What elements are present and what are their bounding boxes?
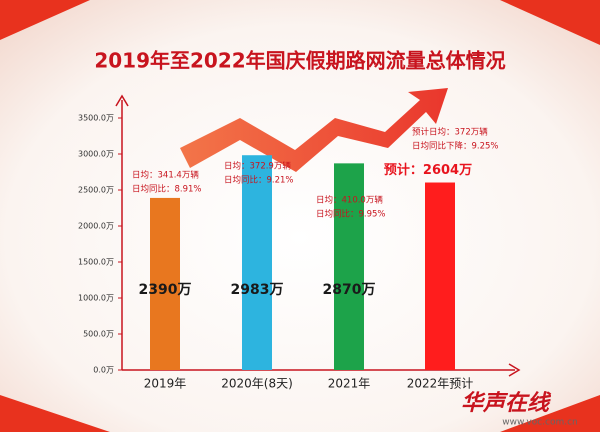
y-tick-label: 1000.0万	[78, 294, 114, 303]
value-label: 2983万	[231, 282, 284, 298]
annotation: 日均同比：8.91%	[132, 184, 202, 195]
annotation: 日均同比：9.21%	[224, 175, 294, 186]
y-tick-label: 0.0万	[93, 366, 114, 375]
y-tick-label: 1500.0万	[78, 258, 114, 267]
corner-ribbon	[0, 0, 90, 40]
value-label: 预计：2604万	[384, 162, 472, 178]
x-tick-label: 2020年(8天)	[221, 377, 293, 391]
annotation: 日均：410.0万辆	[316, 195, 383, 206]
trend-arrow	[180, 88, 448, 172]
annotation: 日均：372.9万辆	[224, 161, 291, 172]
y-tick-label: 2000.0万	[78, 222, 114, 231]
bar	[150, 197, 180, 370]
y-axis-arrow	[115, 94, 129, 107]
y-tick-label: 2500.0万	[78, 186, 114, 195]
x-tick-label: 2021年	[328, 377, 371, 391]
value-label: 2390万	[139, 282, 192, 298]
watermark: 华声在线	[461, 390, 552, 416]
corner-ribbon	[500, 0, 600, 45]
chart-title: 2019年至2022年国庆假期路网流量总体情况	[94, 49, 505, 73]
bar	[334, 163, 364, 370]
x-tick-label: 2019年	[144, 377, 187, 391]
y-tick-label: 3500.0万	[78, 114, 114, 123]
annotation: 日均同比下降：9.25%	[412, 141, 499, 152]
corner-ribbon	[500, 395, 600, 432]
bar	[242, 155, 272, 370]
annotation: 日均：341.4万辆	[132, 170, 199, 181]
y-tick-label: 500.0万	[83, 330, 114, 339]
annotation: 预计日均：372万辆	[412, 127, 488, 138]
value-label: 2870万	[323, 282, 376, 298]
x-tick-label: 2022年预计	[407, 377, 474, 391]
x-axis-arrow	[508, 363, 521, 377]
watermark-url: www.voc.com.cn	[502, 418, 578, 428]
annotation: 日均同比：9.95%	[316, 209, 386, 220]
corner-ribbon	[0, 395, 110, 432]
bar	[425, 182, 455, 370]
y-tick-label: 3000.0万	[78, 150, 114, 159]
